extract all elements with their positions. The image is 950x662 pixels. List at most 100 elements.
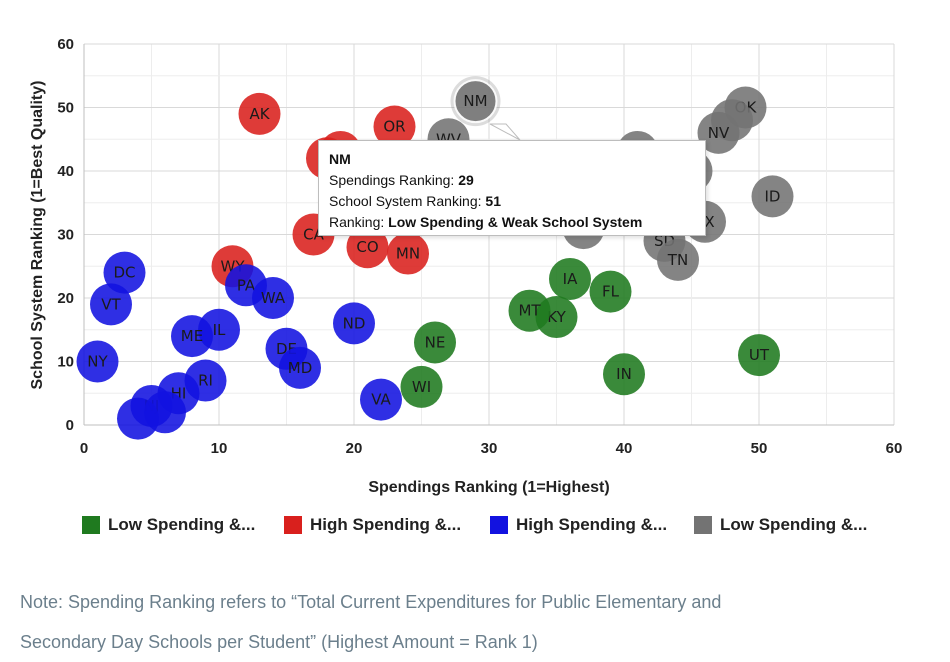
footnote-line-2: Secondary Day Schools per Student” (High… bbox=[20, 632, 538, 652]
tooltip-pointer bbox=[489, 123, 521, 141]
point-label: TN bbox=[667, 251, 688, 269]
point-label: IN bbox=[616, 365, 632, 383]
footnote-line-1: Note: Spending Ranking refers to “Total … bbox=[20, 592, 722, 612]
point-label: MD bbox=[288, 359, 313, 377]
data-point[interactable] bbox=[333, 302, 375, 345]
x-tick-label: 40 bbox=[616, 440, 633, 457]
point-label: VT bbox=[101, 295, 121, 313]
point-label: KY bbox=[547, 308, 566, 326]
tooltip-title: NM bbox=[329, 151, 351, 167]
data-point[interactable] bbox=[238, 92, 281, 135]
data-point[interactable] bbox=[751, 175, 794, 218]
data-point[interactable] bbox=[603, 353, 645, 396]
point-label: NV bbox=[708, 124, 730, 142]
x-tick-label: 50 bbox=[751, 440, 768, 457]
tooltip-line-school: School System Ranking: 51 bbox=[329, 191, 695, 212]
data-point[interactable] bbox=[549, 257, 591, 300]
y-axis-title: School System Ranking (1=Best Quality) bbox=[29, 81, 46, 390]
point-label: PA bbox=[237, 276, 256, 294]
y-tick-label: 20 bbox=[57, 290, 74, 307]
legend-swatch bbox=[694, 516, 712, 534]
data-point[interactable] bbox=[346, 226, 389, 269]
legend-item[interactable]: Low Spending &... bbox=[82, 512, 255, 538]
tooltip-ranking-value: Low Spending & Weak School System bbox=[388, 214, 643, 230]
data-point[interactable] bbox=[453, 79, 498, 124]
tooltip-spending-label: Spendings Ranking: bbox=[329, 172, 459, 188]
data-point[interactable] bbox=[387, 232, 429, 275]
series-0: UT IN FL IA KY MT NE WI bbox=[400, 257, 780, 408]
x-tick-label: 0 bbox=[80, 440, 88, 457]
point-label: CO bbox=[356, 238, 378, 256]
point-label: NY bbox=[87, 353, 108, 371]
point-label: NM bbox=[463, 92, 487, 110]
point-label: DC bbox=[113, 264, 135, 282]
point-label: VA bbox=[371, 391, 391, 409]
x-tick-label: 10 bbox=[211, 440, 228, 457]
data-point[interactable] bbox=[508, 289, 551, 332]
point-label: UT bbox=[749, 346, 770, 364]
x-tick-label: 30 bbox=[481, 440, 498, 457]
legend-swatch bbox=[82, 516, 100, 534]
point-label: ME bbox=[181, 327, 203, 345]
axis-ticks: 0 10 20 30 40 50 60 0 10 20 30 40 50 60 bbox=[57, 36, 902, 457]
data-point[interactable] bbox=[90, 283, 132, 326]
tooltip: NM Spendings Ranking: 29 School System R… bbox=[318, 140, 706, 236]
y-tick-label: 50 bbox=[57, 100, 74, 117]
tooltip-spending-value: 29 bbox=[458, 172, 474, 188]
legend-swatch bbox=[490, 516, 508, 534]
point-label: FL bbox=[602, 283, 620, 301]
legend-item[interactable]: High Spending &... bbox=[490, 512, 667, 538]
legend-label: Low Spending &... bbox=[720, 515, 868, 534]
y-tick-label: 30 bbox=[57, 227, 74, 244]
data-point[interactable] bbox=[360, 378, 402, 421]
tooltip-line-ranking: Ranking: Low Spending & Weak School Syst… bbox=[329, 212, 695, 233]
legend-label: High Spending &... bbox=[310, 515, 462, 534]
x-tick-label: 60 bbox=[886, 440, 903, 457]
point-label: AK bbox=[249, 105, 270, 123]
data-point[interactable] bbox=[76, 340, 119, 383]
y-tick-label: 10 bbox=[57, 354, 74, 371]
tooltip-school-label: School System Ranking: bbox=[329, 193, 486, 209]
x-tick-label: 20 bbox=[346, 440, 363, 457]
data-point[interactable] bbox=[400, 365, 443, 408]
data-point[interactable] bbox=[171, 315, 213, 358]
legend-label: High Spending &... bbox=[516, 515, 668, 534]
footnote: Note: Spending Ranking refers to “Total … bbox=[20, 582, 920, 662]
data-point[interactable] bbox=[373, 105, 416, 148]
point-label: ND bbox=[343, 314, 366, 332]
point-label: NE bbox=[425, 333, 446, 351]
legend-swatch bbox=[284, 516, 302, 534]
point-label: WA bbox=[261, 289, 286, 307]
point-label: IA bbox=[563, 270, 578, 288]
tooltip-school-value: 51 bbox=[485, 193, 501, 209]
scatter-chart: 0 10 20 30 40 50 60 0 10 20 30 40 50 60 UT IN FL IA KY MT N… bbox=[29, 36, 902, 496]
legend-label: Low Spending &... bbox=[108, 515, 256, 534]
data-point[interactable] bbox=[697, 111, 740, 154]
tooltip-ranking-label: Ranking: bbox=[329, 214, 389, 230]
point-label: MN bbox=[396, 245, 420, 263]
chart-legend: Low Spending &... High Spending &... High … bbox=[82, 512, 942, 538]
point-label: OR bbox=[383, 118, 405, 136]
point-label: ID bbox=[765, 187, 781, 205]
legend-item[interactable]: Low Spending &... bbox=[694, 512, 867, 538]
data-point[interactable] bbox=[279, 346, 321, 389]
data-point[interactable] bbox=[414, 321, 456, 364]
point-label: WI bbox=[412, 378, 431, 396]
x-axis-title: Spendings Ranking (1=Highest) bbox=[368, 479, 609, 496]
y-tick-label: 0 bbox=[66, 417, 74, 434]
data-point[interactable] bbox=[252, 277, 294, 319]
y-tick-label: 40 bbox=[57, 163, 74, 180]
point-label: IL bbox=[213, 321, 226, 339]
data-point[interactable] bbox=[589, 270, 632, 313]
legend-item[interactable]: High Spending &... bbox=[284, 512, 461, 538]
data-point[interactable] bbox=[103, 251, 146, 294]
series-2: DCVTNYPAWAILMEDEMDRIHINJNDVA bbox=[76, 251, 402, 440]
point-label: RI bbox=[198, 372, 213, 390]
point-label: MT bbox=[518, 302, 541, 320]
data-point[interactable] bbox=[657, 238, 699, 281]
data-point[interactable] bbox=[117, 397, 159, 440]
y-tick-label: 60 bbox=[57, 36, 74, 53]
data-point[interactable] bbox=[738, 334, 780, 377]
tooltip-line-spending: Spendings Ranking: 29 bbox=[329, 170, 695, 191]
